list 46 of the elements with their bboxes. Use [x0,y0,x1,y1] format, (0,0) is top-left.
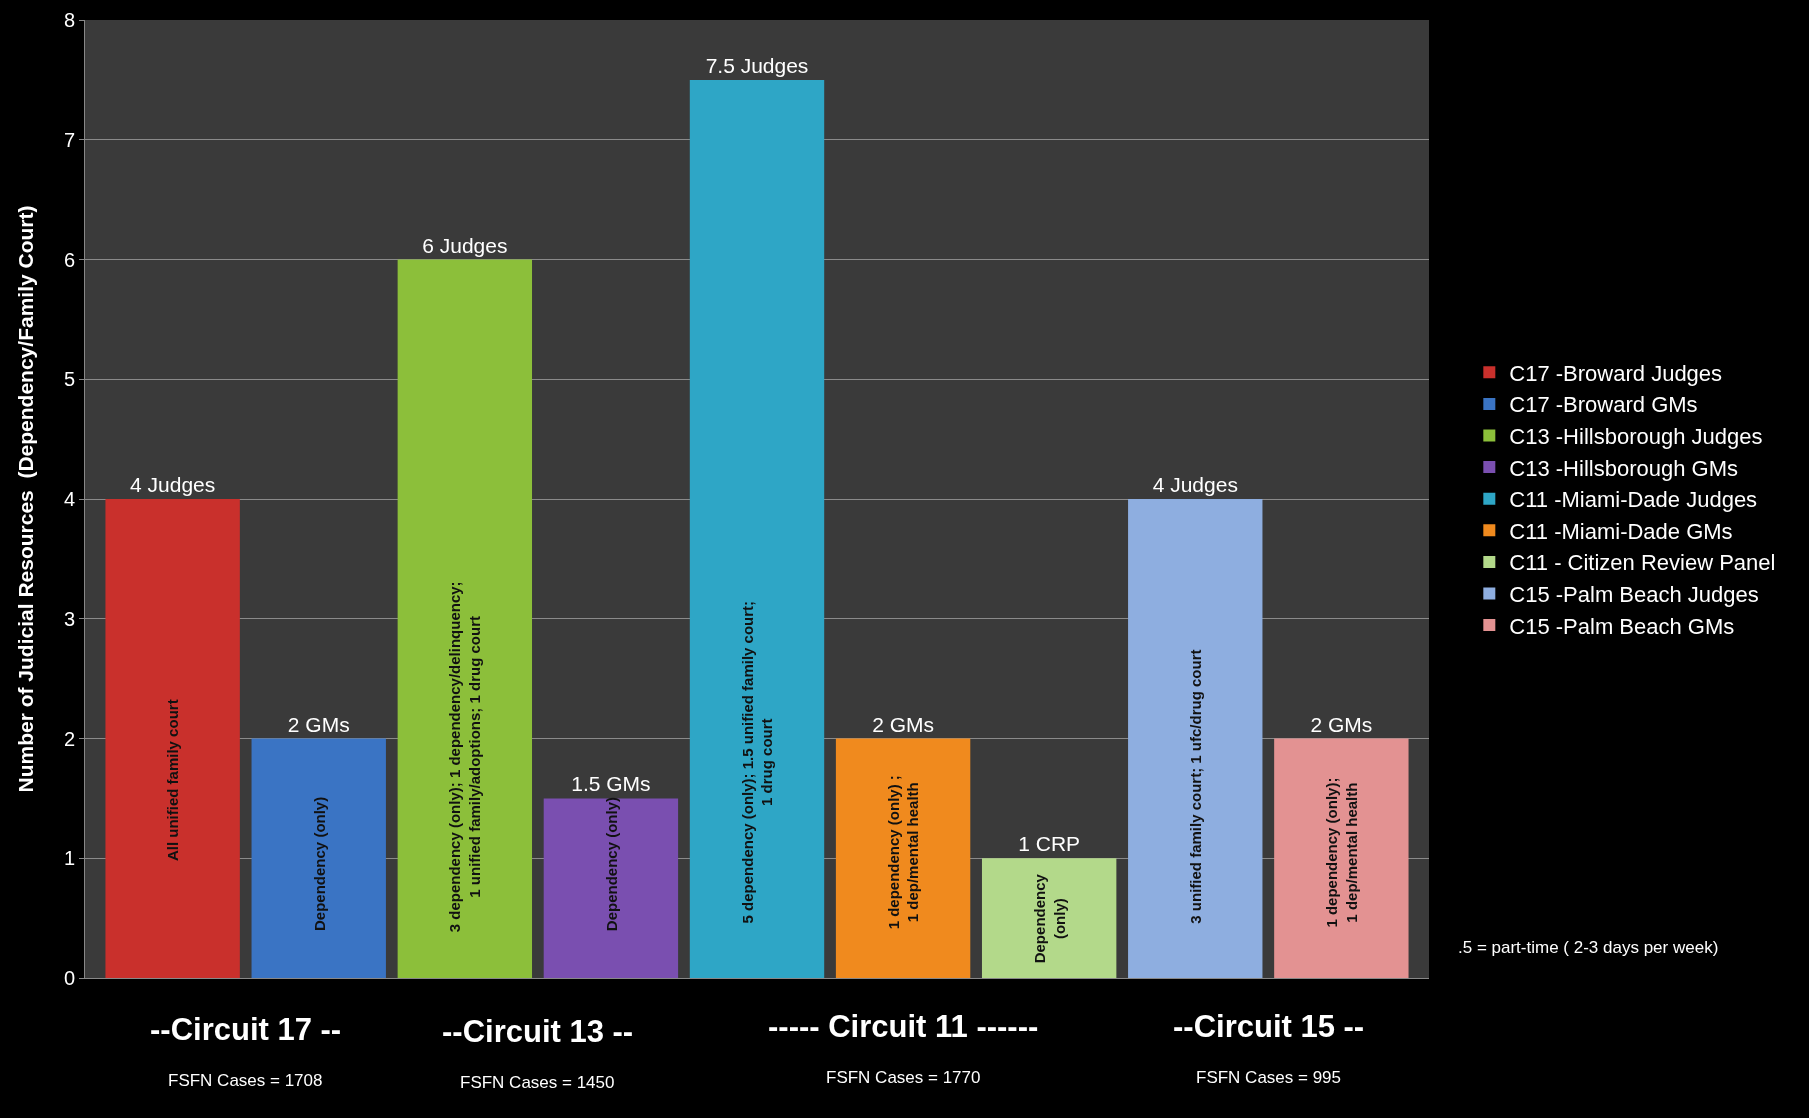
data-label: 1 CRP [1018,832,1081,856]
data-label: 7.5 Judges [705,53,809,77]
annotation: 1 dependency (only) ; 1 dep/mental health [884,775,922,930]
text: FSFN Cases = 995 [1196,1068,1342,1087]
text: FSFN Cases = 1770 [826,1068,981,1087]
data-label: 6 Judges [422,233,508,257]
y-axis-title: Number of Judicial Resources (Dependency/Family Court) [14,205,37,793]
text: --Circuit 15 -- [1173,1009,1365,1044]
annotation: 1 dependency (only); 1 dep/mental health [1323,777,1360,928]
annotation: 3 unified family court; 1 ufc/drug court [1186,649,1204,924]
annotation: 5 dependency (only); 1.5 unified family court; 1 drug court [738,600,776,924]
data-label: 2 GMs [1310,712,1373,736]
text: ----- Circuit 11 ------ [768,1009,1039,1044]
y-tick-label: 8 [63,9,75,31]
text: .5 = part-time ( 2-3 days per week) [1458,938,1719,957]
text: --Circuit 13 -- [442,1014,634,1049]
legend-label: C13 -Hillsborough Judges [1509,424,1763,450]
legend-label: C17 -Broward GMs [1509,392,1698,418]
y-tick-label: 2 [63,727,75,750]
text: --Circuit 17 -- [150,1012,342,1047]
y-tick-label: 5 [63,368,75,391]
legend-label: C13 -Hillsborough GMs [1509,455,1738,481]
legend-label: C11 - Citizen Review Panel [1509,550,1776,576]
data-label: 1.5 GMs [571,772,651,796]
annotation: 3 dependency (only); 1 dependency/delinquency; 1 unified family/adoptions; 1 drug court [446,581,483,933]
y-tick-label: 1 [63,847,75,870]
legend-label: C15 -Palm Beach GMs [1509,613,1735,639]
data-label: 2 GMs [872,712,935,736]
y-tick-label: 3 [63,607,75,630]
legend-label: C17 -Broward Judges [1509,360,1723,386]
legend-label: C11 -Miami-Dade GMs [1509,518,1733,544]
annotation: All unified family court [164,699,182,862]
legend-label: C11 -Miami-Dade Judges [1509,487,1758,513]
y-tick-label: 4 [63,488,75,510]
text: FSFN Cases = 1450 [460,1073,615,1092]
text: FSFN Cases = 1708 [168,1071,323,1090]
data-label: 2 GMs [287,712,350,736]
annotation: Dependency (only) [602,796,620,932]
data-label: 4 Judges [130,473,216,496]
annotation: Dependency (only) [1031,873,1068,964]
legend-label: C15 -Palm Beach Judges [1509,582,1759,608]
annotation: Dependency (only) [310,796,328,931]
data-label: 4 Judges [1152,473,1238,496]
y-tick-label: 6 [63,248,75,271]
y-tick-label: 7 [63,128,75,151]
y-tick-label: 0 [63,967,75,989]
